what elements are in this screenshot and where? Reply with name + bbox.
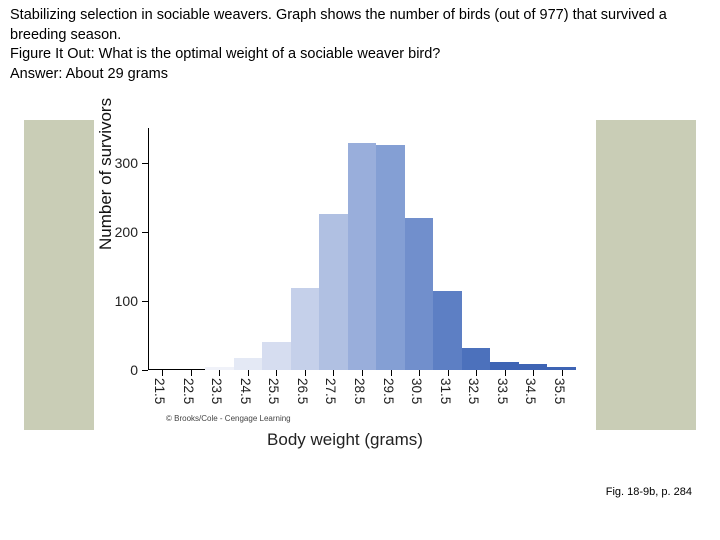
bar: [291, 288, 320, 370]
x-tick-label: 21.5: [152, 378, 167, 404]
y-tick: [142, 232, 148, 233]
decorative-band-right: [596, 120, 696, 430]
page: Stabilizing selection in sociable weaver…: [0, 0, 720, 540]
caption-line-2: Figure It Out: What is the optimal weigh…: [10, 45, 710, 65]
plot-area: 010020030021.522.523.524.525.526.527.528…: [148, 128, 576, 370]
y-tick: [142, 301, 148, 302]
y-tick-label: 300: [115, 155, 138, 171]
caption-line-3: Answer: About 29 grams: [10, 65, 710, 85]
x-axis-label: Body weight (grams): [94, 430, 596, 450]
x-tick: [276, 370, 277, 376]
x-tick-label: 26.5: [295, 378, 310, 404]
x-tick-label: 32.5: [466, 378, 481, 404]
x-tick: [162, 370, 163, 376]
y-tick: [142, 163, 148, 164]
figure-container: Number of survivors 010020030021.522.523…: [24, 120, 696, 500]
x-tick: [305, 370, 306, 376]
x-tick: [476, 370, 477, 376]
y-axis-line: [148, 128, 149, 370]
y-tick-label: 200: [115, 224, 138, 240]
y-tick: [142, 370, 148, 371]
figure-reference: Fig. 18-9b, p. 284: [606, 486, 692, 498]
x-tick-label: 34.5: [523, 378, 538, 404]
y-axis-label: Number of survivors: [96, 98, 116, 250]
y-tick-label: 100: [115, 293, 138, 309]
x-tick: [562, 370, 563, 376]
bar: [490, 362, 519, 370]
x-tick: [391, 370, 392, 376]
x-tick-label: 31.5: [438, 378, 453, 404]
bar: [234, 358, 263, 370]
x-tick: [248, 370, 249, 376]
bar: [348, 143, 377, 370]
x-tick-label: 33.5: [495, 378, 510, 404]
x-tick: [191, 370, 192, 376]
x-tick: [419, 370, 420, 376]
bar: [405, 218, 434, 370]
bar: [262, 342, 291, 370]
decorative-band-left: [24, 120, 94, 430]
bar: [319, 214, 348, 370]
x-tick-label: 25.5: [266, 378, 281, 404]
x-tick-label: 29.5: [381, 378, 396, 404]
x-tick-label: 28.5: [352, 378, 367, 404]
x-tick-label: 23.5: [209, 378, 224, 404]
x-tick: [448, 370, 449, 376]
caption-line-1: Stabilizing selection in sociable weaver…: [10, 6, 710, 45]
x-tick-label: 24.5: [238, 378, 253, 404]
x-tick: [219, 370, 220, 376]
x-tick: [362, 370, 363, 376]
bar: [433, 291, 462, 371]
bar: [376, 145, 405, 370]
bar: [462, 348, 491, 370]
x-tick: [533, 370, 534, 376]
copyright-text: © Brooks/Cole - Cengage Learning: [166, 414, 291, 423]
chart-box: Number of survivors 010020030021.522.523…: [94, 120, 596, 500]
x-tick-label: 35.5: [552, 378, 567, 404]
header-text-block: Stabilizing selection in sociable weaver…: [0, 0, 720, 86]
x-tick: [333, 370, 334, 376]
x-tick-label: 22.5: [181, 378, 196, 404]
y-tick-label: 0: [130, 362, 138, 378]
x-tick-label: 30.5: [409, 378, 424, 404]
x-tick-label: 27.5: [323, 378, 338, 404]
x-tick: [505, 370, 506, 376]
